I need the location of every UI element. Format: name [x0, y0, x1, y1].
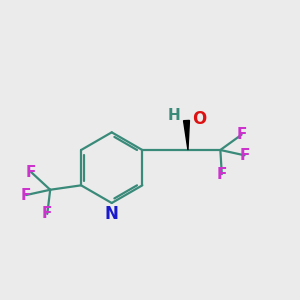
Text: N: N	[105, 206, 119, 224]
Text: F: F	[236, 127, 247, 142]
Text: F: F	[21, 188, 31, 202]
Text: F: F	[217, 167, 227, 182]
Text: O: O	[192, 110, 206, 128]
Polygon shape	[184, 120, 189, 150]
Text: H: H	[168, 108, 181, 123]
Text: F: F	[42, 206, 52, 221]
Text: F: F	[26, 165, 36, 180]
Text: F: F	[239, 148, 250, 163]
